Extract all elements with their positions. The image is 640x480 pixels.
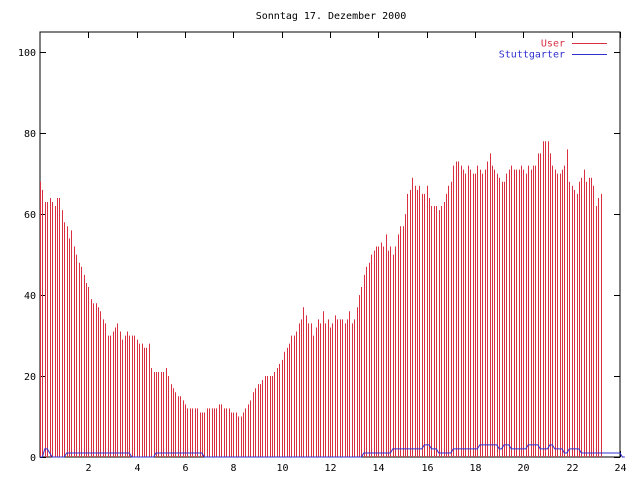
x-tick-label: 22 — [566, 463, 578, 474]
x-tick-label: 2 — [85, 463, 91, 474]
x-tick-label: 6 — [182, 463, 188, 474]
y-axis-ticks: 0 20 40 60 80 100 — [18, 48, 620, 464]
x-tick-label: 8 — [230, 463, 236, 474]
y-tick-label: 80 — [24, 129, 36, 140]
y-tick-label: 100 — [18, 48, 36, 59]
x-tick-label: 20 — [517, 463, 529, 474]
series-stuttgarter — [40, 444, 625, 458]
stuttgarter-line — [40, 444, 625, 458]
x-tick-label: 10 — [276, 463, 288, 474]
legend-label-1: Stuttgarter — [499, 50, 565, 61]
series-user — [40, 141, 602, 457]
x-tick-label: 16 — [421, 463, 433, 474]
chart-title: Sonntag 17. Dezember 2000 — [256, 11, 407, 22]
x-tick-label: 24 — [614, 463, 626, 474]
y-tick-label: 60 — [24, 210, 36, 221]
x-tick-label: 12 — [324, 463, 336, 474]
x-tick-label: 18 — [469, 463, 481, 474]
y-tick-label: 20 — [24, 372, 36, 383]
x-tick-label: 4 — [134, 463, 140, 474]
x-tick-label: 14 — [372, 463, 384, 474]
legend-label-0: User — [541, 39, 565, 50]
y-tick-label: 0 — [30, 453, 36, 464]
y-tick-label: 40 — [24, 291, 36, 302]
